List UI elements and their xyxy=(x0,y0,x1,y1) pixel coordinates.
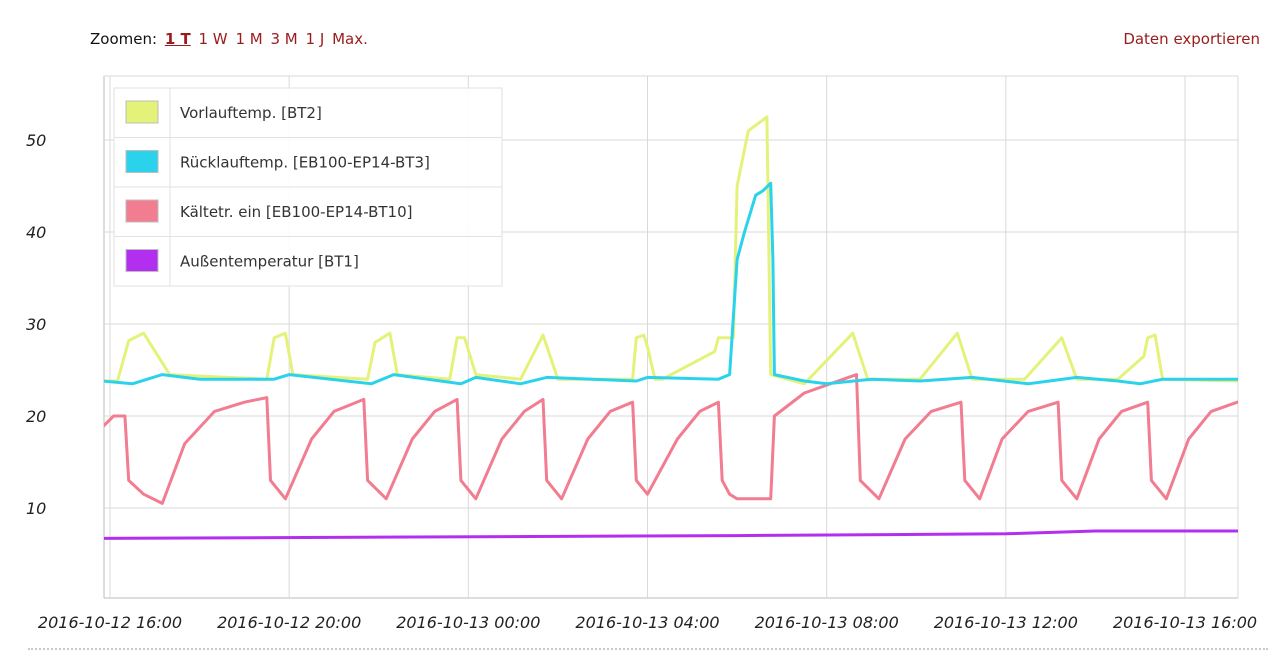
zoom-label: Zoomen: xyxy=(90,30,158,48)
series-lines xyxy=(104,115,1238,540)
x-tick-label: 2016-10-13 16:00 xyxy=(1113,613,1257,632)
series-line-vorlauftemp xyxy=(104,115,1238,386)
legend-label: Kältetr. ein [EB100-EP14-BT10] xyxy=(180,203,412,221)
zoom-option-1-year[interactable]: 1 J xyxy=(305,30,325,48)
y-tick-label: 40 xyxy=(26,223,46,242)
y-tick-label: 30 xyxy=(26,315,46,334)
legend-swatch-kaeltetraeger xyxy=(125,199,159,223)
zoom-option-1-week[interactable]: 1 W xyxy=(198,30,228,48)
x-tick-label: 2016-10-13 00:00 xyxy=(396,613,540,632)
zoom-option-1-day[interactable]: 1 T xyxy=(164,30,191,48)
legend: Vorlauftemp. [BT2] Rücklauftemp. [EB100-E… xyxy=(113,87,503,287)
legend-label: Vorlauftemp. [BT2] xyxy=(180,104,322,122)
x-tick-label: 2016-10-13 08:00 xyxy=(755,613,899,632)
x-tick-label: 2016-10-13 04:00 xyxy=(575,613,719,632)
legend-label: Rücklauftemp. [EB100-EP14-BT3] xyxy=(180,154,430,172)
export-data-link[interactable]: Daten exportieren xyxy=(1123,30,1260,48)
series-line-kaeltetraeger-ein xyxy=(104,373,1238,505)
y-tick-label: 20 xyxy=(26,407,46,426)
zoom-toolbar: Zoomen: 1 T 1 W 1 M 3 M 1 J Max. xyxy=(90,30,368,48)
y-tick-label: 50 xyxy=(26,131,46,150)
x-tick-label: 2016-10-12 20:00 xyxy=(217,613,361,632)
axes: 10 20 30 40 50 2016-10-12 16:00 2016-10-12 20:… xyxy=(26,131,1257,632)
x-tick-label: 2016-10-12 16:00 xyxy=(38,613,182,632)
zoom-option-1-month[interactable]: 1 M xyxy=(235,30,263,48)
series-line-ruecklauftemp xyxy=(104,181,1238,386)
divider xyxy=(28,648,1268,650)
legend-swatch-ruecklauftemp xyxy=(125,150,159,173)
zoom-option-max[interactable]: Max. xyxy=(332,30,368,48)
legend-swatch-vorlauftemp xyxy=(125,100,159,124)
y-tick-label: 10 xyxy=(26,499,46,518)
series-line-aussentemperatur xyxy=(104,529,1238,540)
legend-swatch-aussentemperatur xyxy=(125,249,159,272)
legend-label: Außentemperatur [BT1] xyxy=(180,253,359,271)
zoom-option-3-months[interactable]: 3 M xyxy=(270,30,298,48)
x-tick-label: 2016-10-13 12:00 xyxy=(934,613,1078,632)
